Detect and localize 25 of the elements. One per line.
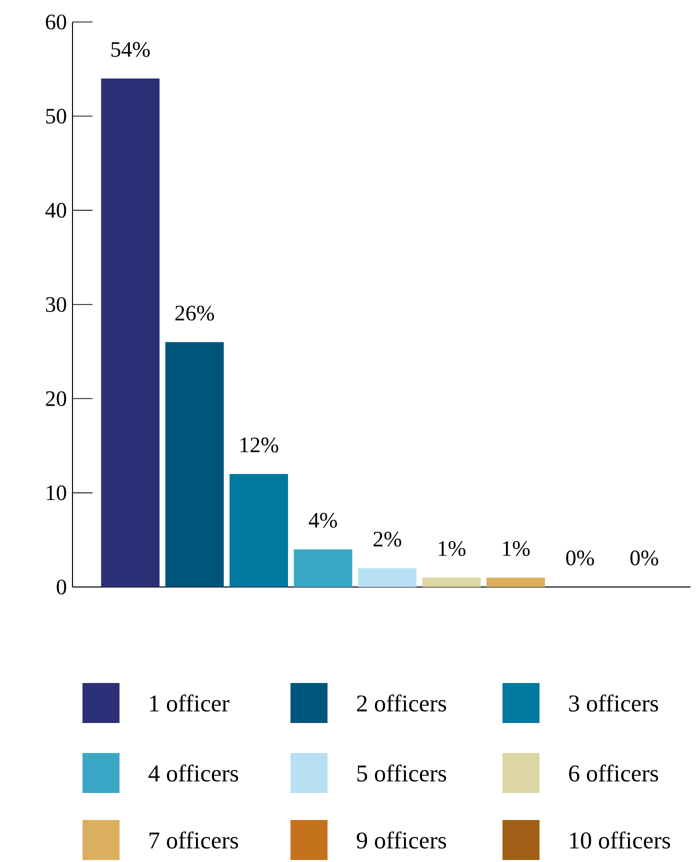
data-label: 0% xyxy=(566,550,594,566)
y-tick-label: 50 xyxy=(46,108,66,124)
y-tick-label: 30 xyxy=(46,297,66,312)
y-tick-label: 40 xyxy=(46,202,66,218)
y-tick-label: 60 xyxy=(46,14,66,30)
legend-label: 4 officers xyxy=(148,764,238,782)
legend-label: 6 officers xyxy=(569,764,658,782)
y-tick-label: 20 xyxy=(46,391,66,406)
data-label: 12% xyxy=(240,438,278,452)
data-label: 0% xyxy=(630,550,658,566)
data-label: 26% xyxy=(176,306,214,321)
legend-label: 3 officers xyxy=(569,694,658,712)
data-label: 1% xyxy=(503,541,530,556)
legend-label: 2 officers xyxy=(357,694,446,712)
legend-label: 7 officers xyxy=(150,831,238,849)
legend-label: 5 officers xyxy=(358,764,446,782)
y-tick-label: 0 xyxy=(57,580,66,594)
legend-label: 9 officers xyxy=(357,831,446,849)
y-tick-label: 10 xyxy=(47,485,66,500)
data-label: 2% xyxy=(374,532,402,547)
data-label: 4% xyxy=(309,512,338,528)
data-label: 1% xyxy=(439,541,466,556)
legend-label: 1 officer xyxy=(150,694,230,712)
legend-label: 10 officers xyxy=(570,831,670,849)
data-label: 54% xyxy=(112,42,150,57)
